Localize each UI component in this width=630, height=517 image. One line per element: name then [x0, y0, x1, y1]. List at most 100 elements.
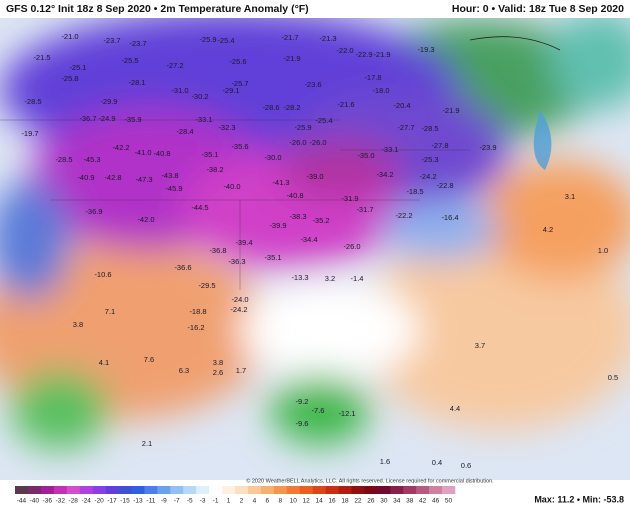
- colorbar-swatch: [92, 486, 106, 494]
- map-value-label: -28.1: [128, 78, 145, 87]
- map-value-label: -35.2: [312, 216, 329, 225]
- colorbar-label: 34: [393, 498, 401, 505]
- map-value-label: -20.4: [393, 101, 410, 110]
- map-value-label: 3.1: [565, 192, 575, 201]
- map-value-label: -18.8: [189, 307, 206, 316]
- map-value-label: -28.5: [24, 97, 41, 106]
- colorbar-label: 4: [253, 498, 257, 505]
- map-value-label: -21.9: [442, 106, 459, 115]
- map-value-label: -21.0: [61, 32, 78, 41]
- map-value-label: -36.7: [79, 114, 96, 123]
- map-value-label: -17.8: [364, 73, 381, 82]
- map-value-label: 3.8: [213, 358, 223, 367]
- map-value-label: 0.6: [461, 461, 471, 470]
- colorbar-swatch: [377, 486, 391, 494]
- map-value-label: -30.2: [191, 92, 208, 101]
- colorbar-label: 10: [290, 498, 298, 505]
- map-value-label: -1.4: [351, 274, 364, 283]
- map-value-label: -39.0: [306, 172, 323, 181]
- map-value-label: -40.9: [77, 173, 94, 182]
- colorbar-label: -40: [30, 498, 40, 505]
- map-value-label: -34.2: [376, 170, 393, 179]
- map-value-label: -31.9: [341, 194, 358, 203]
- colorbar-swatch: [196, 486, 210, 494]
- colorbar-swatch: [118, 486, 132, 494]
- colorbar-label: -32: [56, 498, 66, 505]
- map-value-label: -26.0: [343, 242, 360, 251]
- map-value-label: -27.8: [431, 141, 448, 150]
- map-value-label: -32.3: [218, 123, 235, 132]
- colorbar-swatch: [429, 486, 443, 494]
- colorbar-label: 14: [316, 498, 324, 505]
- map-value-label: -26.0: [289, 138, 306, 147]
- map-value-label: -21.9: [373, 50, 390, 59]
- colorbar-swatch: [209, 486, 223, 494]
- colorbar-label: -24: [81, 498, 91, 505]
- map-value-label: -27.2: [166, 61, 183, 70]
- map-value-label: -23.6: [304, 80, 321, 89]
- map-value-label: -25.4: [217, 36, 234, 45]
- map-value-label: -31.0: [171, 86, 188, 95]
- map-value-label: -36.6: [174, 263, 191, 272]
- colorbar-label: -13: [133, 498, 143, 505]
- map-value-label: -9.2: [296, 397, 309, 406]
- colorbar-label: -5: [187, 498, 193, 505]
- map-value-label: 1.0: [598, 246, 608, 255]
- map-value-label: -36.3: [228, 257, 245, 266]
- map-value-label: -28.5: [421, 124, 438, 133]
- map-value-label: 3.7: [475, 341, 485, 350]
- map-value-label: -25.1: [69, 63, 86, 72]
- map-value-label: -10.6: [94, 270, 111, 279]
- colorbar-swatch: [351, 486, 365, 494]
- map-value-label: 3.8: [73, 320, 83, 329]
- map-value-label: -24.2: [230, 305, 247, 314]
- colorbar-swatch: [390, 486, 404, 494]
- map-value-label: -33.1: [195, 115, 212, 124]
- map-value-label: 7.6: [144, 355, 154, 364]
- map-value-label: -19.7: [21, 129, 38, 138]
- map-value-label: -22.8: [436, 181, 453, 190]
- map-value-label: -42.0: [137, 215, 154, 224]
- colorbar-swatch: [273, 486, 288, 494]
- colorbar-swatch: [170, 486, 184, 494]
- map-value-label: -25.8: [61, 74, 78, 83]
- colorbar-swatch: [403, 486, 417, 494]
- colorbar-label: -36: [43, 498, 53, 505]
- map-value-label: -25.7: [231, 79, 248, 88]
- map-value-label: 7.1: [105, 307, 115, 316]
- colorbar-label: -17: [107, 498, 117, 505]
- colorbar-label: -3: [200, 498, 206, 505]
- map-value-label: -29.5: [198, 281, 215, 290]
- map-value-label: 1.7: [236, 366, 246, 375]
- map-value-label: -39.9: [269, 221, 286, 230]
- map-value-label: -35.9: [124, 115, 141, 124]
- map-value-label: -21.3: [319, 34, 336, 43]
- colorbar-swatch: [416, 486, 430, 494]
- colorbar-swatch: [442, 486, 456, 494]
- map-value-label: -26.0: [309, 138, 326, 147]
- map-value-label: -23.7: [103, 36, 120, 45]
- colorbar-swatch: [105, 486, 119, 494]
- map-value-label: -47.3: [135, 175, 152, 184]
- map-value-label: -30.0: [264, 153, 281, 162]
- map-value-label: -18.5: [406, 187, 423, 196]
- map-value-label: -42.8: [104, 173, 121, 182]
- map-value-label: -21.5: [33, 53, 50, 62]
- map-value-label: -25.4: [315, 116, 332, 125]
- map-value-label: -24.9: [98, 114, 115, 123]
- map-value-label: 2.6: [213, 368, 223, 377]
- colorbar-swatch: [40, 486, 55, 494]
- colorbar-swatch: [364, 486, 378, 494]
- colorbar-swatch: [157, 486, 171, 494]
- map-value-label: -45.3: [83, 155, 100, 164]
- colorbar-label: 2: [240, 498, 244, 505]
- map-value-label: -40.8: [153, 149, 170, 158]
- map-value-label: -38.3: [289, 212, 306, 221]
- map-value-label: -34.4: [300, 235, 317, 244]
- colorbar-label: 6: [266, 498, 270, 505]
- map-value-label: -12.1: [338, 409, 355, 418]
- colorbar-label: -20: [94, 498, 104, 505]
- map-value-label: -16.2: [187, 323, 204, 332]
- colorbar-swatch: [222, 486, 236, 494]
